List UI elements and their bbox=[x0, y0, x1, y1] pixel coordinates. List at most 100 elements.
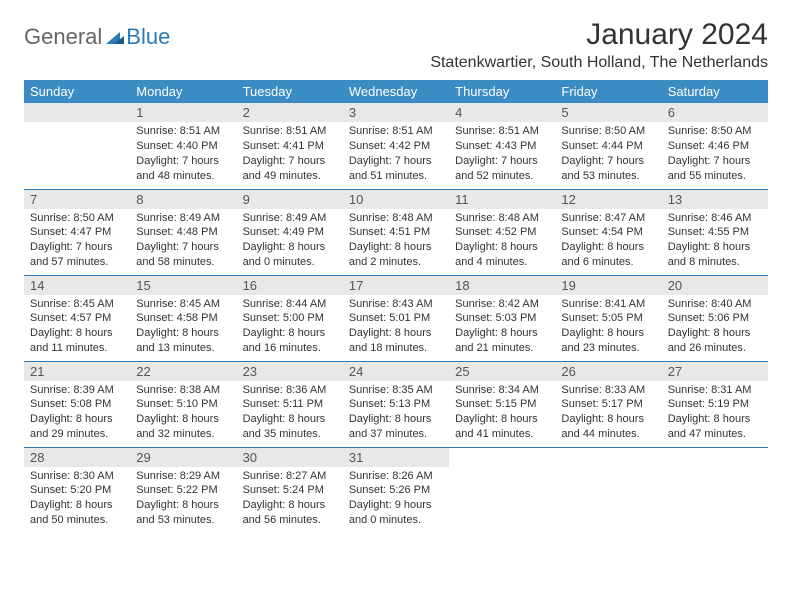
calendar-day-cell: 22Sunrise: 8:38 AMSunset: 5:10 PMDayligh… bbox=[130, 361, 236, 447]
weekday-header: Tuesday bbox=[237, 80, 343, 103]
month-title: January 2024 bbox=[430, 18, 768, 52]
calendar-day-cell: 24Sunrise: 8:35 AMSunset: 5:13 PMDayligh… bbox=[343, 361, 449, 447]
calendar-week-row: 21Sunrise: 8:39 AMSunset: 5:08 PMDayligh… bbox=[24, 361, 768, 447]
sunset-text: Sunset: 4:43 PM bbox=[455, 139, 549, 154]
sunset-text: Sunset: 5:26 PM bbox=[349, 483, 443, 498]
day-detail: Sunrise: 8:48 AMSunset: 4:51 PMDaylight:… bbox=[343, 209, 449, 274]
sunrise-text: Sunrise: 8:31 AM bbox=[668, 383, 762, 398]
day-detail: Sunrise: 8:49 AMSunset: 4:48 PMDaylight:… bbox=[130, 209, 236, 274]
daylight-text: Daylight: 8 hours and 11 minutes. bbox=[30, 326, 124, 356]
sunset-text: Sunset: 5:05 PM bbox=[561, 311, 655, 326]
daylight-text: Daylight: 8 hours and 50 minutes. bbox=[30, 498, 124, 528]
day-number: 23 bbox=[237, 362, 343, 381]
sunset-text: Sunset: 4:40 PM bbox=[136, 139, 230, 154]
day-number: 21 bbox=[24, 362, 130, 381]
daylight-text: Daylight: 7 hours and 55 minutes. bbox=[668, 154, 762, 184]
daylight-text: Daylight: 8 hours and 32 minutes. bbox=[136, 412, 230, 442]
sunrise-text: Sunrise: 8:42 AM bbox=[455, 297, 549, 312]
daylight-text: Daylight: 7 hours and 49 minutes. bbox=[243, 154, 337, 184]
calendar-day-cell: 17Sunrise: 8:43 AMSunset: 5:01 PMDayligh… bbox=[343, 275, 449, 361]
day-number: 27 bbox=[662, 362, 768, 381]
day-detail: Sunrise: 8:47 AMSunset: 4:54 PMDaylight:… bbox=[555, 209, 661, 274]
calendar-day-cell: 15Sunrise: 8:45 AMSunset: 4:58 PMDayligh… bbox=[130, 275, 236, 361]
sunrise-text: Sunrise: 8:30 AM bbox=[30, 469, 124, 484]
day-number bbox=[662, 448, 768, 467]
day-detail: Sunrise: 8:49 AMSunset: 4:49 PMDaylight:… bbox=[237, 209, 343, 274]
calendar-day-cell: 12Sunrise: 8:47 AMSunset: 4:54 PMDayligh… bbox=[555, 189, 661, 275]
daylight-text: Daylight: 8 hours and 6 minutes. bbox=[561, 240, 655, 270]
day-detail: Sunrise: 8:27 AMSunset: 5:24 PMDaylight:… bbox=[237, 467, 343, 532]
day-detail: Sunrise: 8:51 AMSunset: 4:43 PMDaylight:… bbox=[449, 122, 555, 187]
sunset-text: Sunset: 4:44 PM bbox=[561, 139, 655, 154]
sunset-text: Sunset: 4:48 PM bbox=[136, 225, 230, 240]
day-detail: Sunrise: 8:29 AMSunset: 5:22 PMDaylight:… bbox=[130, 467, 236, 532]
sunrise-text: Sunrise: 8:44 AM bbox=[243, 297, 337, 312]
day-number: 5 bbox=[555, 103, 661, 122]
sunset-text: Sunset: 4:55 PM bbox=[668, 225, 762, 240]
day-detail: Sunrise: 8:51 AMSunset: 4:40 PMDaylight:… bbox=[130, 122, 236, 187]
calendar-day-cell: 19Sunrise: 8:41 AMSunset: 5:05 PMDayligh… bbox=[555, 275, 661, 361]
calendar-week-row: 7Sunrise: 8:50 AMSunset: 4:47 PMDaylight… bbox=[24, 189, 768, 275]
sunrise-text: Sunrise: 8:50 AM bbox=[30, 211, 124, 226]
day-number: 1 bbox=[130, 103, 236, 122]
day-detail: Sunrise: 8:33 AMSunset: 5:17 PMDaylight:… bbox=[555, 381, 661, 446]
day-number: 18 bbox=[449, 276, 555, 295]
weekday-header: Thursday bbox=[449, 80, 555, 103]
sunset-text: Sunset: 4:46 PM bbox=[668, 139, 762, 154]
sunrise-text: Sunrise: 8:38 AM bbox=[136, 383, 230, 398]
day-number: 11 bbox=[449, 190, 555, 209]
sunrise-text: Sunrise: 8:51 AM bbox=[349, 124, 443, 139]
day-number: 17 bbox=[343, 276, 449, 295]
sunset-text: Sunset: 5:22 PM bbox=[136, 483, 230, 498]
daylight-text: Daylight: 7 hours and 58 minutes. bbox=[136, 240, 230, 270]
day-number bbox=[555, 448, 661, 467]
sunrise-text: Sunrise: 8:27 AM bbox=[243, 469, 337, 484]
daylight-text: Daylight: 7 hours and 53 minutes. bbox=[561, 154, 655, 184]
day-detail: Sunrise: 8:44 AMSunset: 5:00 PMDaylight:… bbox=[237, 295, 343, 360]
weekday-header-row: Sunday Monday Tuesday Wednesday Thursday… bbox=[24, 80, 768, 103]
sunrise-text: Sunrise: 8:36 AM bbox=[243, 383, 337, 398]
day-detail: Sunrise: 8:45 AMSunset: 4:57 PMDaylight:… bbox=[24, 295, 130, 360]
daylight-text: Daylight: 8 hours and 2 minutes. bbox=[349, 240, 443, 270]
location-subtitle: Statenkwartier, South Holland, The Nethe… bbox=[430, 54, 768, 72]
calendar-day-cell: 27Sunrise: 8:31 AMSunset: 5:19 PMDayligh… bbox=[662, 361, 768, 447]
sunrise-text: Sunrise: 8:49 AM bbox=[243, 211, 337, 226]
sunrise-text: Sunrise: 8:50 AM bbox=[668, 124, 762, 139]
day-number: 4 bbox=[449, 103, 555, 122]
weekday-header: Sunday bbox=[24, 80, 130, 103]
sunrise-text: Sunrise: 8:45 AM bbox=[30, 297, 124, 312]
sunset-text: Sunset: 5:19 PM bbox=[668, 397, 762, 412]
daylight-text: Daylight: 7 hours and 51 minutes. bbox=[349, 154, 443, 184]
calendar-day-cell: 7Sunrise: 8:50 AMSunset: 4:47 PMDaylight… bbox=[24, 189, 130, 275]
page-header: General Blue January 2024 Statenkwartier… bbox=[24, 18, 768, 72]
sunrise-text: Sunrise: 8:33 AM bbox=[561, 383, 655, 398]
calendar-day-cell: 14Sunrise: 8:45 AMSunset: 4:57 PMDayligh… bbox=[24, 275, 130, 361]
sunset-text: Sunset: 4:54 PM bbox=[561, 225, 655, 240]
weekday-header: Saturday bbox=[662, 80, 768, 103]
sunset-text: Sunset: 4:58 PM bbox=[136, 311, 230, 326]
day-number: 26 bbox=[555, 362, 661, 381]
day-detail: Sunrise: 8:30 AMSunset: 5:20 PMDaylight:… bbox=[24, 467, 130, 532]
calendar-day-cell: 13Sunrise: 8:46 AMSunset: 4:55 PMDayligh… bbox=[662, 189, 768, 275]
calendar-day-cell: 29Sunrise: 8:29 AMSunset: 5:22 PMDayligh… bbox=[130, 447, 236, 533]
calendar-week-row: 28Sunrise: 8:30 AMSunset: 5:20 PMDayligh… bbox=[24, 447, 768, 533]
daylight-text: Daylight: 9 hours and 0 minutes. bbox=[349, 498, 443, 528]
sunrise-text: Sunrise: 8:45 AM bbox=[136, 297, 230, 312]
logo-triangle-icon bbox=[106, 30, 124, 44]
sunset-text: Sunset: 4:51 PM bbox=[349, 225, 443, 240]
day-detail: Sunrise: 8:31 AMSunset: 5:19 PMDaylight:… bbox=[662, 381, 768, 446]
day-detail: Sunrise: 8:51 AMSunset: 4:41 PMDaylight:… bbox=[237, 122, 343, 187]
calendar-day-cell: 18Sunrise: 8:42 AMSunset: 5:03 PMDayligh… bbox=[449, 275, 555, 361]
day-number: 8 bbox=[130, 190, 236, 209]
calendar-day-cell bbox=[555, 447, 661, 533]
day-detail: Sunrise: 8:42 AMSunset: 5:03 PMDaylight:… bbox=[449, 295, 555, 360]
calendar-day-cell: 30Sunrise: 8:27 AMSunset: 5:24 PMDayligh… bbox=[237, 447, 343, 533]
logo-text-general: General bbox=[24, 24, 102, 50]
weekday-header: Friday bbox=[555, 80, 661, 103]
day-detail: Sunrise: 8:26 AMSunset: 5:26 PMDaylight:… bbox=[343, 467, 449, 532]
daylight-text: Daylight: 8 hours and 41 minutes. bbox=[455, 412, 549, 442]
day-detail: Sunrise: 8:36 AMSunset: 5:11 PMDaylight:… bbox=[237, 381, 343, 446]
weekday-header: Wednesday bbox=[343, 80, 449, 103]
sunrise-text: Sunrise: 8:50 AM bbox=[561, 124, 655, 139]
calendar-day-cell: 28Sunrise: 8:30 AMSunset: 5:20 PMDayligh… bbox=[24, 447, 130, 533]
